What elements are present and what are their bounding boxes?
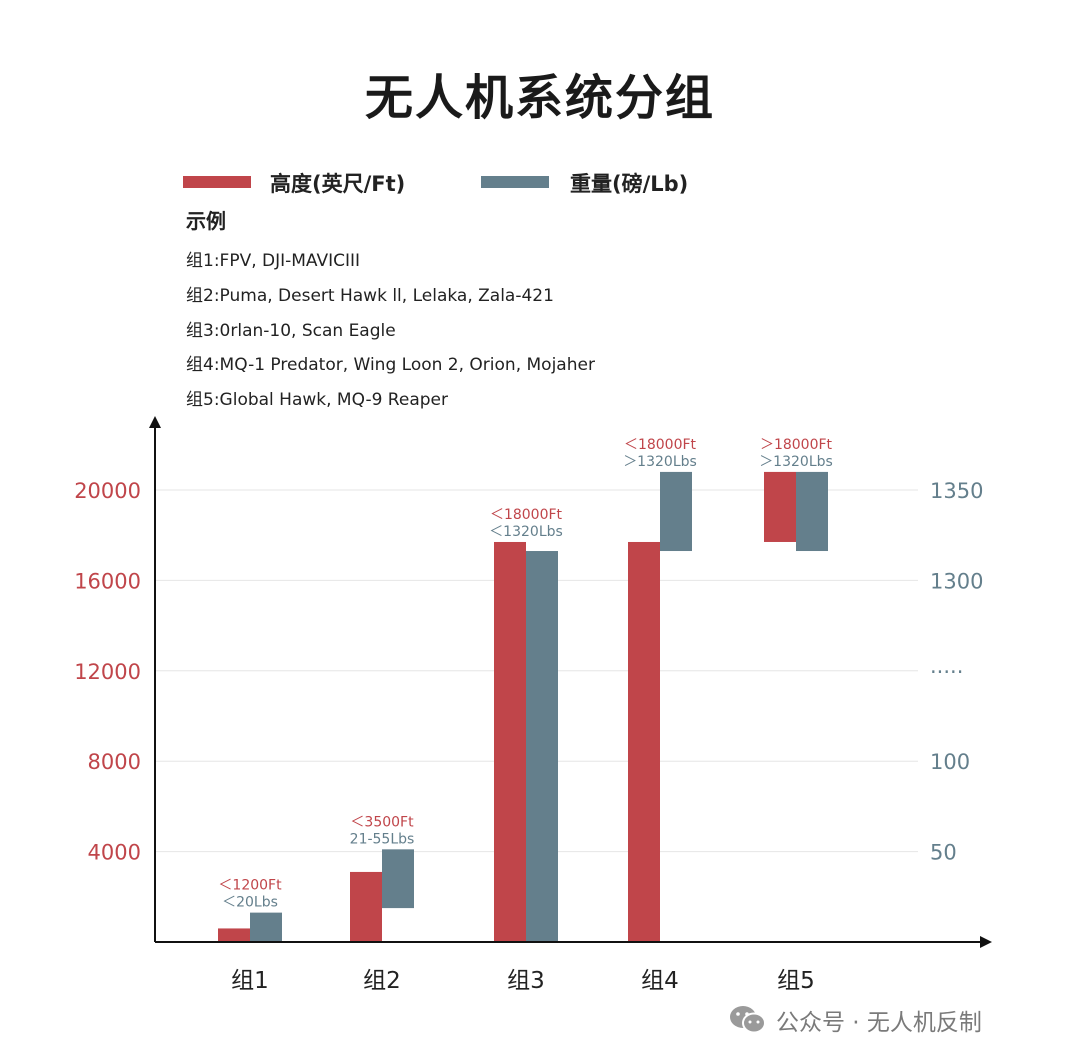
y-axis-arrow <box>149 416 161 428</box>
height-bar-1 <box>218 928 250 942</box>
example-group-1: 组1:FPV, DJI-MAVICIII <box>186 251 361 271</box>
annotation-height-2: ＜3500Ft <box>350 814 414 830</box>
watermark-text: 公众号 · 无人机反制 <box>776 1010 982 1036</box>
x-axis-category-label: 组5 <box>777 968 815 994</box>
x-axis-category-label: 组1 <box>231 968 269 994</box>
height-bar-3 <box>494 541 526 942</box>
watermark: 公众号 · 无人机反制 <box>728 1002 982 1038</box>
left-axis-tick-label: 16000 <box>74 569 141 593</box>
legend-label-height: 高度(英尺/Ft) <box>270 172 406 196</box>
right-axis-tick-label: 100 <box>930 750 970 774</box>
right-axis-tick-label: 1350 <box>930 479 983 503</box>
left-axis-tick-label: 4000 <box>88 841 141 865</box>
annotation-height-5: ＞18000Ft <box>760 437 833 453</box>
examples-heading: 示例 <box>186 209 226 233</box>
left-axis-tick-label: 20000 <box>74 479 141 503</box>
height-bar-5 <box>764 471 796 542</box>
height-bar-4 <box>628 541 660 942</box>
right-axis-tick-label: 50 <box>930 841 957 865</box>
right-axis-tick-label: ····· <box>930 660 963 684</box>
annotation-height-4: ＜18000Ft <box>624 437 697 453</box>
chart-title: 无人机系统分组 <box>364 70 715 126</box>
example-group-3: 组3:0rlan-10, Scan Eagle <box>186 321 396 341</box>
example-group-5: 组5:Global Hawk, MQ-9 Reaper <box>186 390 448 410</box>
x-axis-category-label: 组2 <box>363 968 401 994</box>
legend-swatch-height <box>183 176 251 188</box>
height-bar-2 <box>350 871 382 942</box>
example-group-2: 组2:Puma, Desert Hawk ll, Lelaka, Zala-42… <box>186 286 554 306</box>
annotation-weight-2: 21-55Lbs <box>350 831 415 847</box>
x-axis-arrow <box>980 936 992 948</box>
weight-bar-1 <box>250 912 282 942</box>
left-axis-tick-label: 8000 <box>88 750 141 774</box>
weight-bar-5 <box>796 471 828 552</box>
weight-bar-3 <box>526 551 558 942</box>
annotation-weight-1: ＜20Lbs <box>222 895 278 911</box>
right-axis-tick-label: 1300 <box>930 569 983 593</box>
left-axis-tick-label: 12000 <box>74 660 141 684</box>
legend-label-weight: 重量(磅/Lb) <box>570 172 689 196</box>
wechat-icon <box>730 1006 766 1034</box>
weight-bar-2 <box>382 849 414 909</box>
annotation-height-3: ＜18000Ft <box>490 507 563 523</box>
weight-bar-4 <box>660 471 692 552</box>
example-group-4: 组4:MQ-1 Predator, Wing Loon 2, Orion, Mo… <box>186 355 595 375</box>
annotation-weight-4: ＞1320Lbs <box>623 454 697 470</box>
legend-swatch-weight <box>481 176 549 188</box>
annotation-weight-3: ＜1320Lbs <box>489 524 563 540</box>
x-axis-category-label: 组4 <box>641 968 679 994</box>
x-axis-category-label: 组3 <box>507 968 545 994</box>
annotation-height-1: ＜1200Ft <box>218 878 282 894</box>
annotation-weight-5: ＞1320Lbs <box>759 454 833 470</box>
